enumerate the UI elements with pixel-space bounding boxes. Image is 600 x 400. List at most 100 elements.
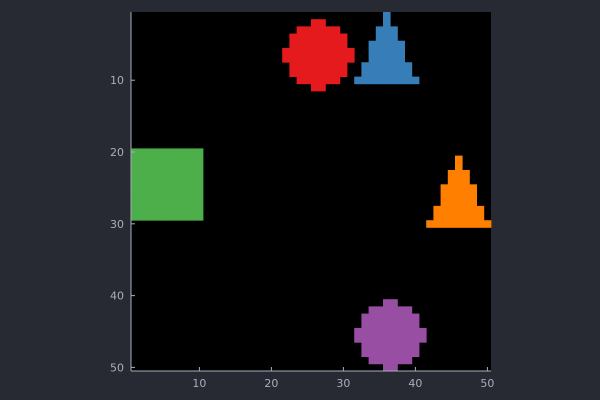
heatmap-cell <box>303 33 312 42</box>
heatmap-cell <box>174 205 182 214</box>
heatmap-cell <box>455 220 463 228</box>
heatmap-cell <box>447 184 456 192</box>
heatmap-cell <box>390 26 398 34</box>
heatmap-cell <box>195 198 204 207</box>
heatmap-cell <box>455 205 463 214</box>
heatmap-cell <box>188 205 197 214</box>
x-tick-label: 40 <box>408 377 422 390</box>
heatmap-cell <box>318 76 326 85</box>
heatmap-cell <box>383 76 391 85</box>
heatmap-cell <box>138 155 146 164</box>
heatmap-cell <box>195 162 204 171</box>
heatmap-cell <box>159 148 168 156</box>
heatmap-cell <box>383 313 391 322</box>
heatmap-cell <box>138 205 146 214</box>
heatmap-cell <box>138 177 146 185</box>
heatmap-cell <box>411 313 420 322</box>
heatmap-cell <box>390 349 398 358</box>
heatmap-cell <box>447 191 456 200</box>
heatmap-cell <box>404 306 413 314</box>
heatmap-cell <box>167 213 175 221</box>
heatmap-cell <box>138 162 146 171</box>
heatmap-cell <box>181 198 189 207</box>
heatmap-cell <box>433 213 441 221</box>
heatmap-cell <box>332 69 341 78</box>
heatmap-cell <box>455 169 463 178</box>
heatmap-cell <box>131 155 139 164</box>
heatmap-cell <box>455 162 463 171</box>
heatmap-cell <box>476 205 485 214</box>
heatmap-cell <box>397 320 405 329</box>
heatmap-cell <box>188 169 197 178</box>
heatmap-cell <box>325 62 333 70</box>
heatmap-cell <box>145 148 153 156</box>
heatmap-cell <box>383 306 391 314</box>
heatmap-cell <box>131 177 139 185</box>
heatmap-cell <box>131 184 139 192</box>
heatmap-cell <box>390 69 398 78</box>
heatmap-cell <box>289 62 297 70</box>
heatmap-cell <box>318 40 326 49</box>
heatmap-cell <box>375 40 384 49</box>
heatmap-cell <box>138 198 146 207</box>
heatmap-cell <box>181 205 189 214</box>
heatmap-cell <box>318 83 326 92</box>
heatmap-cell <box>419 335 427 343</box>
heatmap-cell <box>390 33 398 42</box>
heatmap-cell <box>383 33 391 42</box>
heatmap-cell <box>145 169 153 178</box>
heatmap-cell <box>174 213 182 221</box>
heatmap-cell <box>383 335 391 343</box>
shape-circle-4 <box>354 299 427 372</box>
heatmap-cell <box>145 191 153 200</box>
heatmap-cell <box>174 169 182 178</box>
heatmap-cell <box>296 62 305 70</box>
heatmap-cell <box>368 40 377 49</box>
heatmap-cell <box>361 320 369 329</box>
x-tick-label: 30 <box>336 377 350 390</box>
heatmap-cell <box>167 148 175 156</box>
heatmap-cell <box>311 69 319 78</box>
heatmap-cell <box>152 191 161 200</box>
heatmap-cell <box>195 148 204 156</box>
heatmap-cell <box>455 177 463 185</box>
heatmap-cell <box>390 76 398 85</box>
heatmap-cell <box>332 55 341 63</box>
heatmap-cell <box>440 191 449 200</box>
heatmap-cell <box>303 26 312 34</box>
heatmap-cell <box>195 191 204 200</box>
heatmap-cell <box>404 62 413 70</box>
heatmap-cell <box>325 47 333 56</box>
heatmap-cell <box>447 220 456 228</box>
shape-triangle-1 <box>354 12 420 85</box>
heatmap-cell <box>375 55 384 63</box>
heatmap-cell <box>397 335 405 343</box>
heatmap-cell <box>404 327 413 336</box>
heatmap-cell <box>325 40 333 49</box>
heatmap-cell <box>455 213 463 221</box>
heatmap-cell <box>455 198 463 207</box>
heatmap-cell <box>368 356 377 365</box>
heatmap-cell <box>159 155 168 164</box>
heatmap-cell <box>368 320 377 329</box>
heatmap-cell <box>181 191 189 200</box>
heatmap-cell <box>469 220 477 228</box>
heatmap-cell <box>375 306 384 314</box>
heatmap-cell <box>361 62 369 70</box>
heatmap-cell <box>375 26 384 34</box>
heatmap-cell <box>289 55 297 63</box>
heatmap-cell <box>462 198 470 207</box>
heatmap-cell <box>188 148 197 156</box>
y-tick-label: 40 <box>110 290 124 303</box>
heatmap-cell <box>152 198 161 207</box>
heatmap-cell <box>188 198 197 207</box>
heatmap-cell <box>289 33 297 42</box>
heatmap-cell <box>167 177 175 185</box>
heatmap-cell <box>282 47 290 56</box>
heatmap-cell <box>361 335 369 343</box>
heatmap-cell <box>318 26 326 34</box>
heatmap-cell <box>145 198 153 207</box>
heatmap-cell <box>188 155 197 164</box>
heatmap-cell <box>411 349 420 358</box>
heatmap-cell <box>311 76 319 85</box>
